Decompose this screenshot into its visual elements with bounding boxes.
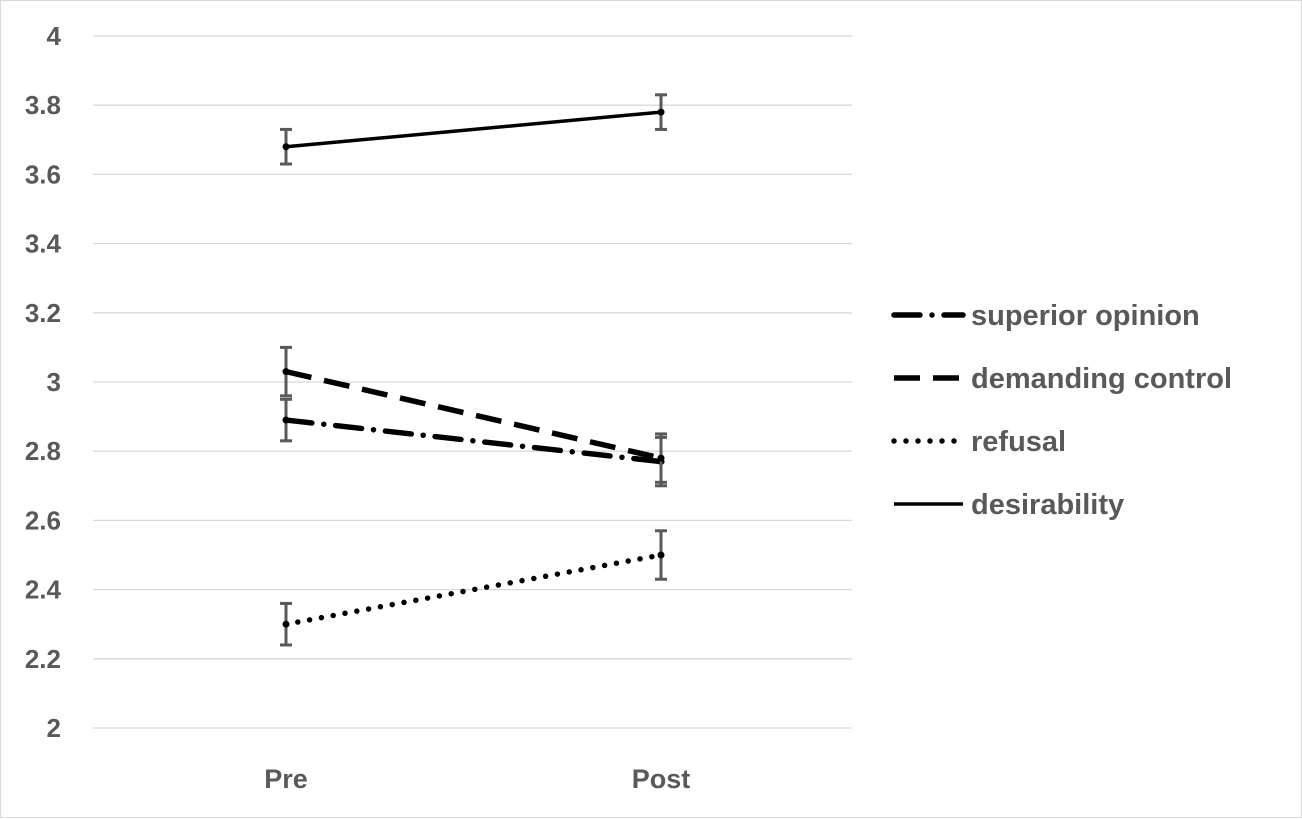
legend-entry-3: desirability — [894, 489, 1124, 521]
y-tick-label: 3.8 — [25, 90, 61, 120]
error-bars — [280, 93, 667, 647]
series-line-1 — [285, 368, 662, 461]
y-axis-tick-labels: 2 2.2 2.4 2.6 2.8 3 3.2 3.4 3.6 3.8 4 — [25, 21, 62, 743]
y-tick-label: 3.4 — [25, 229, 62, 259]
data-point — [282, 620, 290, 628]
data-point — [282, 368, 290, 376]
legend-label: superior opinion — [971, 300, 1200, 332]
data-point — [657, 108, 665, 116]
y-tick-label: 3.6 — [25, 159, 61, 189]
legend: superior opinion demanding control refusal… — [891, 300, 1232, 521]
y-tick-label: 4 — [47, 21, 62, 51]
data-point — [657, 454, 665, 462]
data-point — [657, 551, 665, 559]
x-axis-tick-labels: Pre Post — [264, 764, 690, 794]
gridlines — [93, 35, 852, 729]
x-tick-label: Pre — [264, 764, 308, 794]
legend-label: desirability — [971, 489, 1124, 521]
y-tick-label: 2.2 — [25, 644, 61, 674]
x-tick-label: Post — [632, 764, 691, 794]
y-tick-label: 2.8 — [25, 436, 61, 466]
y-tick-label: 3 — [47, 367, 61, 397]
error-bar — [280, 397, 292, 443]
error-bar — [655, 93, 667, 131]
data-point — [282, 416, 290, 424]
y-tick-label: 2.4 — [25, 575, 62, 605]
error-bar — [655, 529, 667, 581]
legend-entry-2: refusal — [891, 426, 1066, 458]
series-lines — [283, 110, 664, 627]
legend-label: demanding control — [971, 363, 1232, 395]
legend-label: refusal — [971, 426, 1066, 458]
data-point — [282, 143, 290, 151]
error-bar — [655, 432, 667, 484]
legend-entry-1: demanding control — [894, 363, 1232, 395]
error-bar — [280, 127, 292, 166]
y-tick-label: 3.2 — [25, 298, 61, 328]
y-tick-label: 2.6 — [25, 505, 61, 535]
series-line-0 — [283, 417, 664, 465]
legend-entry-0: superior opinion — [891, 300, 1200, 332]
series-line-2 — [283, 552, 664, 627]
y-tick-label: 2 — [47, 713, 61, 743]
error-bar — [280, 345, 292, 398]
series-line-3 — [285, 110, 662, 149]
error-bar — [280, 601, 292, 647]
